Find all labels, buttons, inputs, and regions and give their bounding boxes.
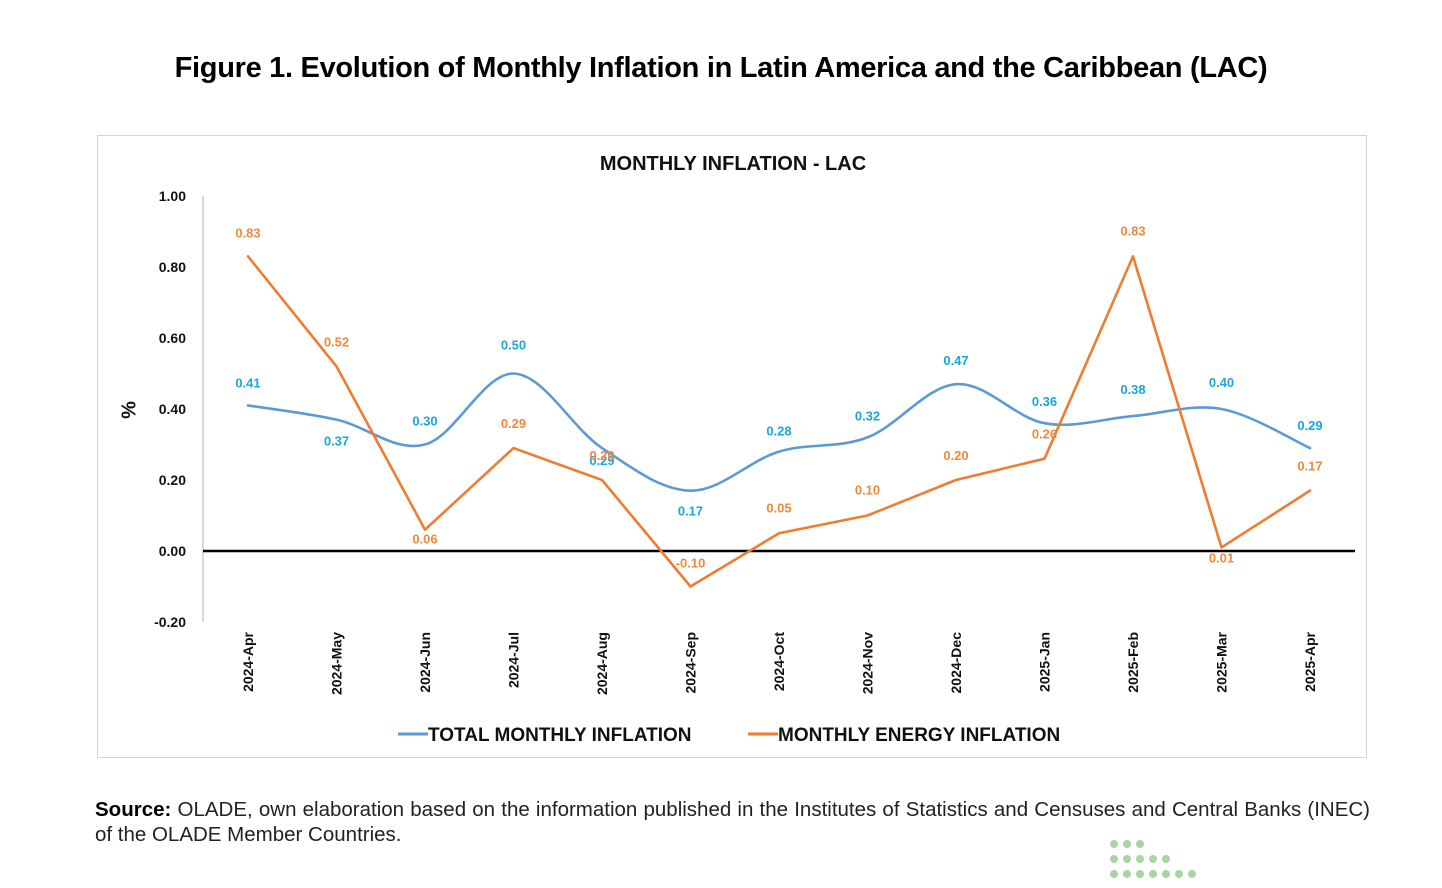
x-tick-label: 2024-Oct — [771, 632, 787, 691]
energy-data-label: 0.83 — [235, 225, 260, 240]
logo-dot — [1162, 855, 1170, 863]
total-data-label: 0.41 — [235, 375, 260, 390]
logo-dot — [1175, 870, 1183, 878]
energy-data-label: 0.26 — [1032, 427, 1057, 442]
energy-data-label: 0.29 — [501, 416, 526, 431]
logo-dot — [1110, 840, 1118, 848]
total-data-label: 0.17 — [678, 504, 703, 519]
chart-title: MONTHLY INFLATION - LAC — [600, 153, 866, 175]
x-tick-label: 2024-Dec — [948, 632, 964, 694]
x-tick-label: 2024-Jul — [506, 632, 522, 688]
energy-data-label: 0.17 — [1297, 459, 1322, 474]
total-data-label: 0.50 — [501, 338, 526, 353]
total-data-label: 0.40 — [1209, 375, 1234, 390]
energy-data-label: 0.01 — [1209, 550, 1234, 565]
source-label: Source: — [95, 798, 172, 821]
y-tick-label: 0.80 — [159, 259, 186, 275]
y-tick-label: 0.00 — [159, 543, 186, 559]
total-data-label: 0.37 — [324, 434, 349, 449]
energy-data-label: 0.52 — [324, 334, 349, 349]
logo-dot — [1149, 870, 1157, 878]
x-tick-label: 2024-Jun — [417, 632, 433, 693]
total-inflation-line — [246, 372, 1312, 492]
total-data-label: 0.28 — [766, 424, 791, 439]
energy-data-label: -0.10 — [676, 556, 706, 571]
x-tick-label: 2024-May — [329, 632, 345, 695]
y-tick-label: -0.20 — [154, 614, 186, 630]
figure-title: Figure 1. Evolution of Monthly Inflation… — [174, 52, 1268, 84]
total-data-label: 0.47 — [943, 353, 968, 368]
axes: 1.00 0.80 0.60 0.40 0.20 0.00 -0.20 2024-Apr 202… — [154, 188, 1355, 695]
y-tick-label: 0.20 — [159, 472, 186, 488]
logo-dot — [1188, 870, 1196, 878]
total-data-label: 0.30 — [412, 414, 437, 429]
energy-inflation-line — [246, 255, 1312, 588]
legend-label: MONTHLY ENERGY INFLATION — [778, 725, 1060, 746]
energy-data-label: 0.83 — [1120, 223, 1145, 238]
total-data-label: 0.38 — [1120, 382, 1145, 397]
energy-data-label: 0.20 — [943, 448, 968, 463]
line-chart: MONTHLY INFLATION - LAC % 1.00 0.80 0.60 0.… — [118, 153, 1355, 746]
logo-dot — [1149, 855, 1157, 863]
logo-dot — [1162, 870, 1170, 878]
logo-dot — [1123, 855, 1131, 863]
x-tick-label: 2025-Feb — [1125, 632, 1141, 693]
x-tick-label: 2025-Apr — [1302, 631, 1318, 691]
x-tick-label: 2024-Sep — [683, 632, 699, 693]
logo-dot — [1136, 840, 1144, 848]
logo-dot — [1110, 855, 1118, 863]
energy-data-label: 0.06 — [412, 532, 437, 547]
logo-dot — [1110, 870, 1118, 878]
y-tick-label: 0.40 — [159, 401, 186, 417]
logo-dot — [1136, 855, 1144, 863]
y-tick-label: 1.00 — [159, 188, 186, 204]
x-tick-label: 2025-Jan — [1037, 632, 1053, 692]
total-data-label: 0.29 — [589, 453, 614, 468]
chart-area: MONTHLY INFLATION - LAC % 1.00 0.80 0.60 0.… — [97, 135, 1367, 758]
dots-grid-icon — [1110, 840, 1196, 878]
x-tick-label: 2024-Nov — [860, 632, 876, 694]
logo-dot — [1123, 870, 1131, 878]
total-data-label: 0.36 — [1032, 394, 1057, 409]
source-text: OLADE, own elaboration based on the info… — [95, 798, 1370, 846]
x-tick-label: 2024-Apr — [240, 631, 256, 691]
logo-dot — [1123, 840, 1131, 848]
logo-dot — [1136, 870, 1144, 878]
total-data-label: 0.32 — [855, 408, 880, 423]
legend-label: TOTAL MONTHLY INFLATION — [428, 725, 692, 746]
energy-data-label: 0.10 — [855, 483, 880, 498]
series-lines — [246, 255, 1312, 588]
source-note: Source: OLADE, own elaboration based on … — [95, 797, 1370, 847]
energy-data-label: 0.05 — [766, 500, 791, 515]
energy-data-label: 0.20 — [589, 448, 614, 463]
y-axis-label: % — [118, 401, 140, 419]
total-data-label: 0.29 — [1297, 418, 1322, 433]
data-labels: 0.41 0.37 0.30 0.50 0.29 0.17 0.28 0.32 0.47 0.36… — [235, 223, 1322, 570]
x-tick-label: 2025-Mar — [1214, 631, 1230, 692]
y-tick-label: 0.60 — [159, 330, 186, 346]
x-tick-label: 2024-Aug — [594, 632, 610, 695]
legend: TOTAL MONTHLY INFLATION MONTHLY ENERGY IN… — [398, 725, 1060, 746]
